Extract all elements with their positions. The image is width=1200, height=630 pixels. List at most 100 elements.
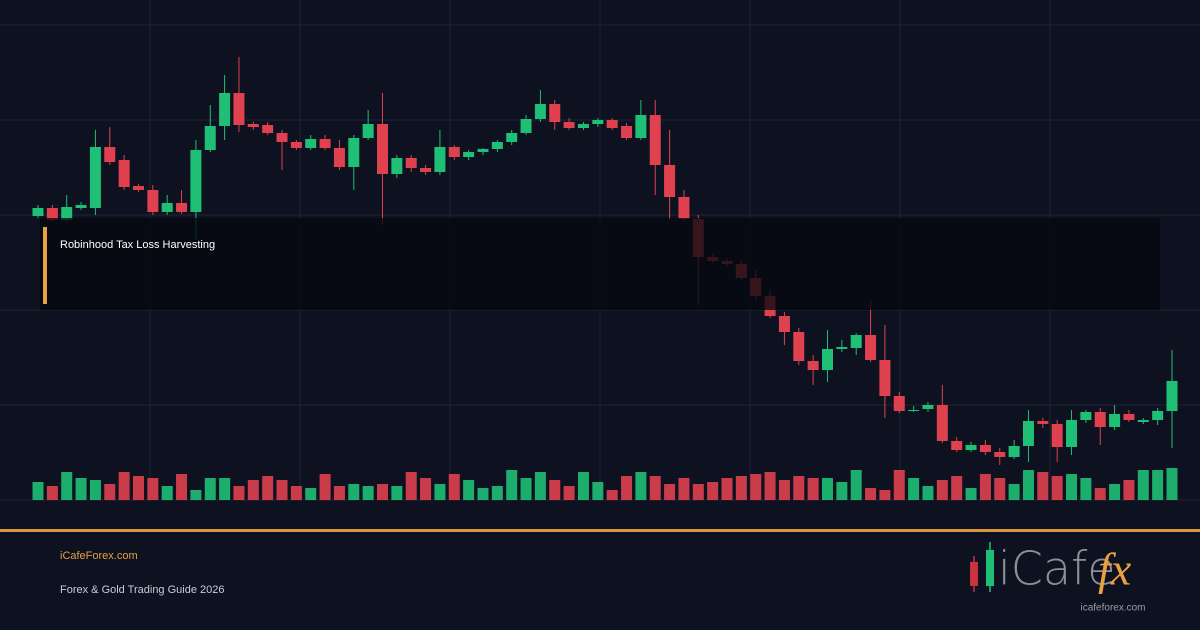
volume-bar	[922, 486, 934, 500]
volume-bar	[219, 478, 231, 500]
candle-body	[1109, 414, 1121, 427]
candle-body	[104, 147, 116, 162]
candle-body	[865, 335, 877, 360]
candle-body	[1137, 420, 1149, 422]
volume-bar	[348, 484, 360, 500]
volume-bar	[664, 484, 676, 500]
candle-body	[793, 332, 805, 361]
volume-bar	[477, 488, 489, 500]
candle-body	[448, 147, 460, 157]
volume-bar	[118, 472, 130, 500]
volume-bar	[132, 476, 144, 500]
volume-bar	[333, 486, 345, 500]
volume-bar	[233, 486, 245, 500]
volume-bar	[821, 478, 833, 500]
candle-body	[118, 160, 130, 187]
volume-bar	[1123, 480, 1135, 500]
volume-bar	[176, 474, 188, 500]
logo-accent: fx	[1098, 544, 1132, 595]
candle-body	[32, 208, 44, 216]
candle-body	[1152, 411, 1164, 420]
volume-bar	[1008, 484, 1020, 500]
volume-bar	[61, 472, 73, 500]
candle-body	[204, 126, 216, 150]
footer-site: iCafeForex.com	[60, 550, 138, 562]
volume-bar	[807, 478, 819, 500]
volume-bar	[649, 476, 661, 500]
volume-bar	[879, 490, 891, 500]
footer-subtitle: Forex & Gold Trading Guide 2026	[60, 584, 224, 596]
volume-bar	[1109, 484, 1121, 500]
volume-bar	[319, 474, 331, 500]
candle-body	[534, 104, 546, 119]
candle-body	[147, 190, 159, 212]
volume-bar	[405, 472, 417, 500]
candles	[32, 57, 1178, 500]
volume-bar	[908, 478, 920, 500]
candle-body	[621, 126, 633, 138]
candle-body	[850, 335, 862, 348]
logo: iCafe fx icafeforex.com	[970, 542, 1146, 614]
volume-bar	[1166, 468, 1178, 500]
volume-bar	[204, 478, 216, 500]
volume-bar	[104, 484, 116, 500]
candle-body	[649, 115, 661, 165]
logo-text: iCafe	[998, 542, 1116, 596]
candle-body	[233, 93, 245, 125]
candle-body	[1022, 421, 1034, 446]
candle-body	[821, 349, 833, 370]
volume-bar	[692, 484, 704, 500]
volume-bar	[391, 486, 403, 500]
candle-body	[807, 361, 819, 370]
volume-bar	[778, 480, 790, 500]
candle-body	[477, 149, 489, 152]
volume-bar	[262, 476, 274, 500]
candle-body	[391, 158, 403, 174]
candle-body	[664, 165, 676, 197]
candle-body	[75, 205, 87, 208]
volume-bar	[305, 488, 317, 500]
candle-body	[979, 445, 991, 452]
candle-body	[965, 445, 977, 450]
candle-body	[176, 203, 188, 212]
candle-body	[1066, 420, 1078, 447]
candle-body	[678, 197, 690, 219]
annotation-box	[40, 218, 1160, 310]
volume-bar	[936, 480, 948, 500]
candle-body	[778, 316, 790, 332]
candle-body	[1123, 414, 1135, 420]
candle-body	[377, 124, 389, 174]
volume-bar	[678, 478, 690, 500]
candle-body	[606, 120, 618, 128]
volume-bar	[1080, 478, 1092, 500]
candle-body	[563, 122, 575, 128]
candle-body	[132, 186, 144, 190]
volume-bar	[46, 486, 58, 500]
candle-body	[319, 139, 331, 148]
candle-body	[520, 119, 532, 133]
volume-bar	[1152, 470, 1164, 500]
candle-body	[276, 133, 288, 142]
volume-bar	[463, 480, 475, 500]
volume-bar	[850, 470, 862, 500]
candle-body	[994, 452, 1006, 457]
candle-body	[908, 410, 920, 411]
volume-bar	[707, 482, 719, 500]
volume-bar	[764, 472, 776, 500]
volume-bar	[606, 490, 618, 500]
volume-bar	[721, 478, 733, 500]
candle-body	[161, 203, 173, 212]
volume-bar	[549, 480, 561, 500]
candle-body	[333, 148, 345, 167]
volume-bar	[434, 484, 446, 500]
logo-icon	[986, 550, 994, 586]
candle-body	[61, 207, 73, 220]
annotation: Robinhood Tax Loss Harvesting	[60, 239, 215, 251]
candle-body	[348, 138, 360, 167]
candle-body	[463, 152, 475, 157]
volume-bar	[1051, 476, 1063, 500]
candle-body	[879, 360, 891, 396]
candle-body	[592, 120, 604, 124]
